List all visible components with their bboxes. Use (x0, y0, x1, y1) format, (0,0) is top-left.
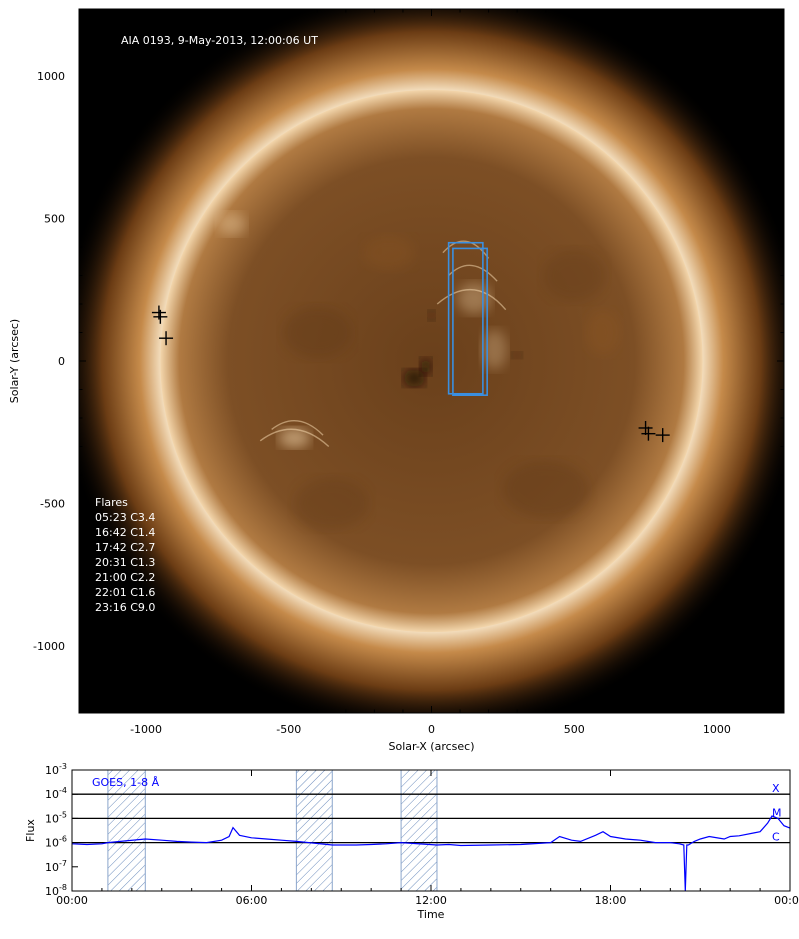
field-of-view-boxes (447, 241, 488, 397)
goes-y-tick-label: 10-8 (45, 883, 67, 898)
disk-feature (294, 477, 369, 530)
coronal-loop (271, 420, 324, 436)
goes-x-tick-label: 12:00 (415, 894, 447, 907)
goes-x-axis-label: Time (417, 908, 445, 921)
flare-marker (641, 426, 656, 441)
x-tick-label: 1000 (703, 723, 731, 736)
coronal-loop (436, 289, 507, 311)
data-gap (295, 769, 333, 892)
disk-feature (428, 310, 435, 321)
flare-list-item: 23:16 C9.0 (95, 601, 155, 614)
y-tick-label: 0 (58, 355, 65, 368)
goes-y-axis-label: Flux (24, 819, 37, 842)
goes-flux-line (71, 815, 791, 892)
image-x-axis-label: Solar-X (arcsec) (389, 740, 475, 753)
goes-y-tick-label: 10-5 (45, 810, 67, 825)
image-y-axis-label: Solar-Y (arcsec) (8, 319, 21, 403)
disk-feature (502, 460, 589, 518)
flare-list: Flares 05:23 C3.4 16:42 C1.4 17:42 C2.7 20:… (95, 496, 155, 614)
flare-marker (153, 309, 168, 324)
y-tick-label: -500 (40, 498, 65, 511)
class-level-label: X (772, 782, 780, 795)
flare-marker (638, 420, 653, 435)
coronal-loop (259, 428, 330, 448)
disk-feature (217, 212, 246, 236)
flare-list-item: 22:01 C1.6 (95, 586, 155, 599)
data-gap (107, 769, 146, 892)
class-level-label: M (772, 806, 782, 819)
disk-feature (403, 369, 426, 387)
x-tick-label: 0 (428, 723, 435, 736)
disk-feature (542, 249, 606, 302)
x-tick-label: -1000 (130, 723, 162, 736)
goes-title: GOES, 1-8 Å (92, 776, 160, 789)
disk-feature (457, 282, 492, 314)
goes-x-tick-label: 00:00 (774, 894, 799, 907)
field-of-view-box (447, 241, 484, 395)
disk-feature (420, 358, 432, 376)
data-gap (400, 769, 438, 892)
flare-list-title: Flares (95, 496, 128, 509)
disk-feature (481, 329, 508, 370)
y-tick-label: 500 (44, 212, 65, 225)
goes-x-tick-label: 18:00 (595, 894, 627, 907)
goes-y-tick-label: 10-4 (45, 786, 67, 801)
goes-x-tick-label: 00:00 (56, 894, 88, 907)
aia-image-panel: AIA 0193, 9-May-2013, 12:00:06 UT Flares… (8, 8, 785, 753)
image-title: AIA 0193, 9-May-2013, 12:00:06 UT (121, 34, 318, 47)
disk-feature (283, 306, 352, 359)
flare-markers (151, 305, 670, 443)
flare-list-item: 21:00 C2.2 (95, 571, 155, 584)
flare-list-item: 20:31 C1.3 (95, 556, 155, 569)
disk-feature (362, 235, 415, 270)
image-axis-ticks: -1000 -500 0 500 1000 -1000 -500 0 500 1000 (33, 9, 784, 736)
goes-x-tick-label: 06:00 (236, 894, 268, 907)
solar-disk (160, 89, 703, 633)
coronal-loop (442, 240, 490, 259)
flare-marker (159, 331, 174, 346)
flare-list-item: 17:42 C2.7 (95, 541, 155, 554)
flare-list-item: 05:23 C3.4 (95, 511, 155, 524)
class-level-label: C (772, 831, 780, 844)
disk-feature (585, 309, 620, 356)
field-of-view-box (452, 247, 488, 397)
goes-y-tick-label: 10-6 (45, 835, 67, 850)
goes-panel: XMC 00:00 06:00 12:00 18:00 00:00 10-3 10-4 10-… (24, 762, 799, 921)
disk-feature (278, 427, 311, 448)
goes-y-tick-label: 10-7 (45, 859, 67, 874)
flare-list-item: 16:42 C1.4 (95, 526, 155, 539)
disk-feature (511, 351, 523, 359)
y-tick-label: -1000 (33, 640, 65, 653)
goes-y-tick-label: 10-3 (45, 762, 67, 777)
goes-axis-ticks: 00:00 06:00 12:00 18:00 00:00 10-3 10-4 10-5 10-… (45, 762, 799, 907)
x-tick-label: -500 (276, 723, 301, 736)
x-tick-label: 500 (564, 723, 585, 736)
y-tick-label: 1000 (37, 70, 65, 83)
flare-marker (655, 428, 670, 443)
